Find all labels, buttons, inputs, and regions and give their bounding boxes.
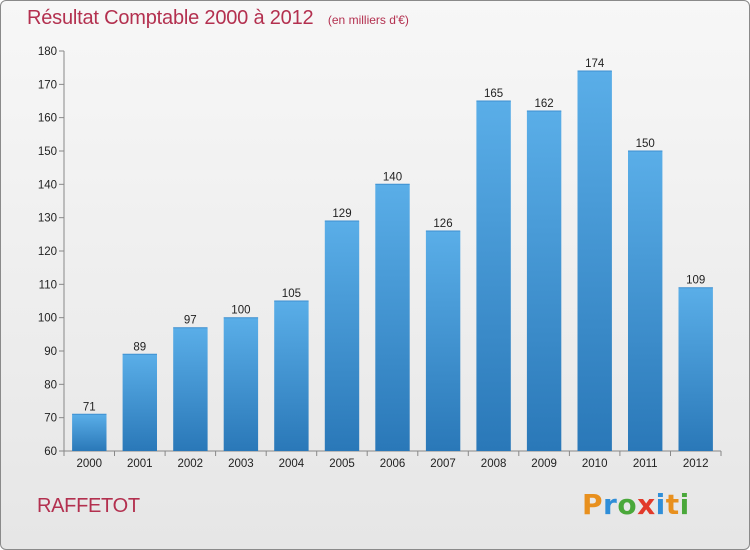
x-tick-label: 2004 [279,458,305,470]
x-tick-label: 2002 [178,458,204,470]
x-tick-label: 2012 [683,458,709,470]
x-tick-label: 2001 [127,458,153,470]
chart-bars [72,70,713,452]
bar-value-label: 71 [83,401,96,413]
logo-letter: t [665,488,680,521]
x-tick-label: 2006 [380,458,406,470]
x-tick-label: 2010 [582,458,608,470]
bar-2001 [122,354,157,451]
y-tick-label: 110 [39,279,57,291]
chart-labels: 60 70 80 90 100 110 120 130 140 150 160 170 180 71 200… [38,46,709,470]
bar-value-label: 165 [484,88,503,100]
x-tick-label: 2009 [531,458,557,470]
y-tick-label: 120 [38,246,57,258]
chart-title-block: Résultat Comptable 2000 à 2012 (en milli… [27,7,409,30]
logo-letter: r [603,488,618,521]
proxiti-logo: Proxiti [582,488,690,521]
y-tick-label: 130 [38,213,57,225]
logo-letter: i [679,488,690,521]
bar-2005 [324,221,360,451]
bar-value-label: 129 [332,208,351,220]
logo-letter: x [637,488,656,521]
bar-2008 [476,101,511,451]
bar-2012 [678,287,713,451]
bar-2000 [72,414,107,451]
bar-2010 [577,71,612,451]
bar-value-label: 100 [231,305,250,317]
commune-name: RAFFETOT [37,495,140,517]
bar-2004 [274,301,309,451]
bar-2011 [628,151,663,451]
chart-title: Résultat Comptable 2000 à 2012 [27,7,314,29]
bar-value-label: 105 [282,288,301,300]
y-tick-label: 90 [44,346,57,358]
y-tick-label: 140 [38,179,57,191]
y-tick-label: 100 [38,313,57,325]
y-tick-label: 150 [38,146,57,158]
y-tick-label: 80 [44,379,57,391]
y-tick-label: 60 [44,446,57,458]
logo-letter: o [617,488,638,521]
bar-value-label: 162 [535,98,554,110]
y-tick-label: 160 [38,113,57,125]
y-tick-label: 170 [38,79,57,91]
x-tick-label: 2000 [77,458,103,470]
y-tick-label: 70 [44,413,57,425]
bar-2002 [173,327,208,451]
chart-subtitle: (en milliers d'€) [327,13,409,27]
bar-2006 [375,184,410,452]
bar-value-label: 126 [433,218,452,230]
x-tick-label: 2003 [228,458,254,470]
bar-value-label: 89 [133,341,146,353]
bar-value-label: 150 [636,138,655,150]
bar-value-label: 174 [585,58,605,70]
x-tick-label: 2005 [329,458,355,470]
logo-letter: P [582,488,604,521]
bar-2007 [425,231,461,451]
bar-2003 [223,317,259,451]
y-tick-label: 180 [38,46,57,58]
x-tick-label: 2011 [633,458,658,470]
x-tick-label: 2008 [481,458,507,470]
bar-value-label: 140 [383,171,402,183]
bar-value-label: 109 [686,275,705,287]
logo-letter: i [655,488,666,521]
bar-value-label: 97 [184,315,197,327]
bar-2009 [526,111,562,451]
x-tick-label: 2007 [430,458,456,470]
